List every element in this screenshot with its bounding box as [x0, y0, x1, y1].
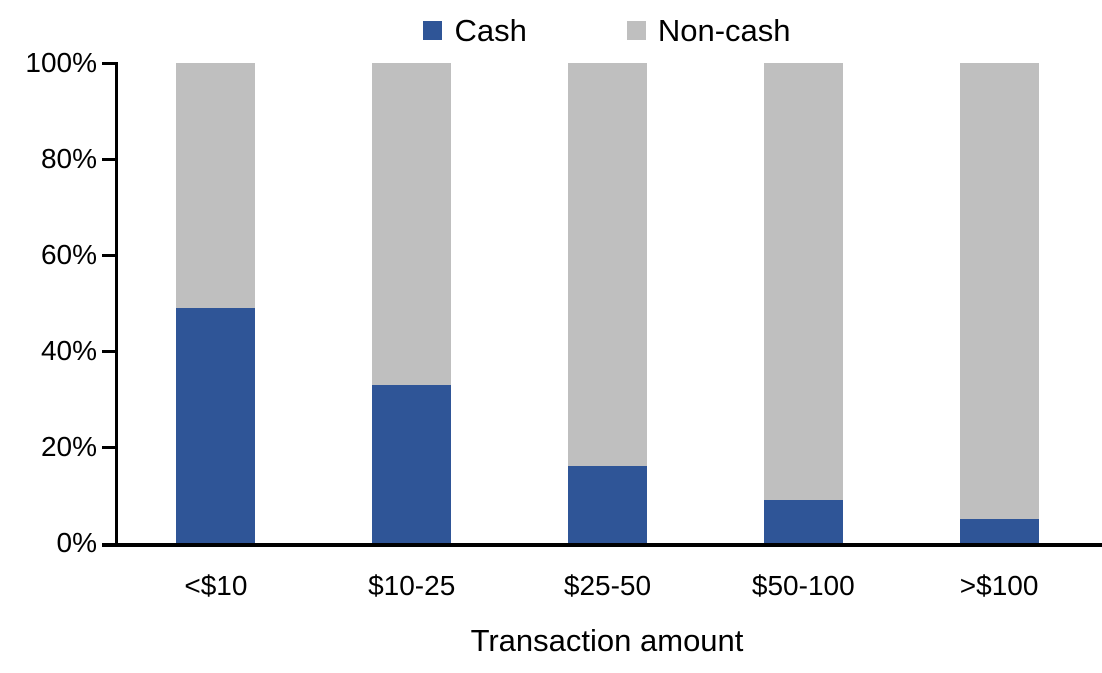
noncash-segment->$100	[959, 63, 1039, 519]
y-tick-60	[102, 253, 116, 257]
plot-area	[118, 63, 1097, 543]
noncash-segment-$25-50	[568, 63, 647, 467]
x-label-<$10: <$10	[184, 570, 248, 601]
y-tick-40	[102, 349, 116, 353]
bar-$10-25	[372, 63, 452, 543]
cash-segment->$100	[959, 519, 1039, 543]
y-tick-label-40: 40%	[40, 335, 97, 366]
x-axis-labels: <$10 $10-25 $25-50 $50-100 >$100	[118, 571, 1097, 601]
bar-<$10	[176, 63, 256, 543]
y-axis-line	[115, 62, 118, 546]
x-axis-title: Transaction amount	[470, 623, 744, 658]
x-label-$25-50: $25-50	[563, 570, 652, 601]
noncash-segment-$10-25	[372, 63, 452, 385]
y-tick-label-20: 20%	[40, 431, 97, 462]
cash-segment-$50-100	[763, 499, 843, 543]
cash-segment-<$10	[176, 307, 256, 543]
bar-slot-<$10	[118, 63, 314, 543]
cash-legend-swatch-icon	[423, 20, 443, 40]
bar-$25-50	[568, 63, 647, 543]
legend-item-noncash: Non-cash	[626, 12, 791, 48]
y-tick-20	[102, 445, 116, 449]
y-tick-label-100: 100%	[25, 47, 97, 78]
noncash-segment-<$10	[176, 63, 256, 308]
bar-$50-100	[763, 63, 843, 543]
x-axis-line	[102, 543, 1102, 547]
noncash-legend-label: Non-cash	[657, 12, 791, 48]
bar-slot-$50-100	[705, 63, 901, 543]
x-label->$100: >$100	[959, 570, 1039, 601]
bar->$100	[959, 63, 1039, 543]
y-tick-label-60: 60%	[40, 239, 97, 270]
noncash-legend-swatch-icon	[626, 20, 646, 40]
legend: Cash Non-cash	[117, 10, 1097, 50]
bar-slot-$25-50	[510, 63, 706, 543]
y-tick-80	[102, 157, 116, 161]
y-tick-label-80: 80%	[40, 143, 97, 174]
x-label-$50-100: $50-100	[751, 570, 855, 601]
bar-slot->$100	[901, 63, 1097, 543]
y-tick-label-0: 0%	[56, 527, 97, 558]
y-tick-100	[102, 61, 116, 65]
noncash-segment-$50-100	[763, 63, 843, 500]
cash-legend-label: Cash	[454, 12, 527, 48]
legend-item-cash: Cash	[423, 12, 527, 48]
cash-segment-$25-50	[568, 466, 647, 543]
cash-segment-$10-25	[372, 384, 452, 543]
x-label-$10-25: $10-25	[368, 570, 456, 601]
bar-slot-$10-25	[314, 63, 510, 543]
